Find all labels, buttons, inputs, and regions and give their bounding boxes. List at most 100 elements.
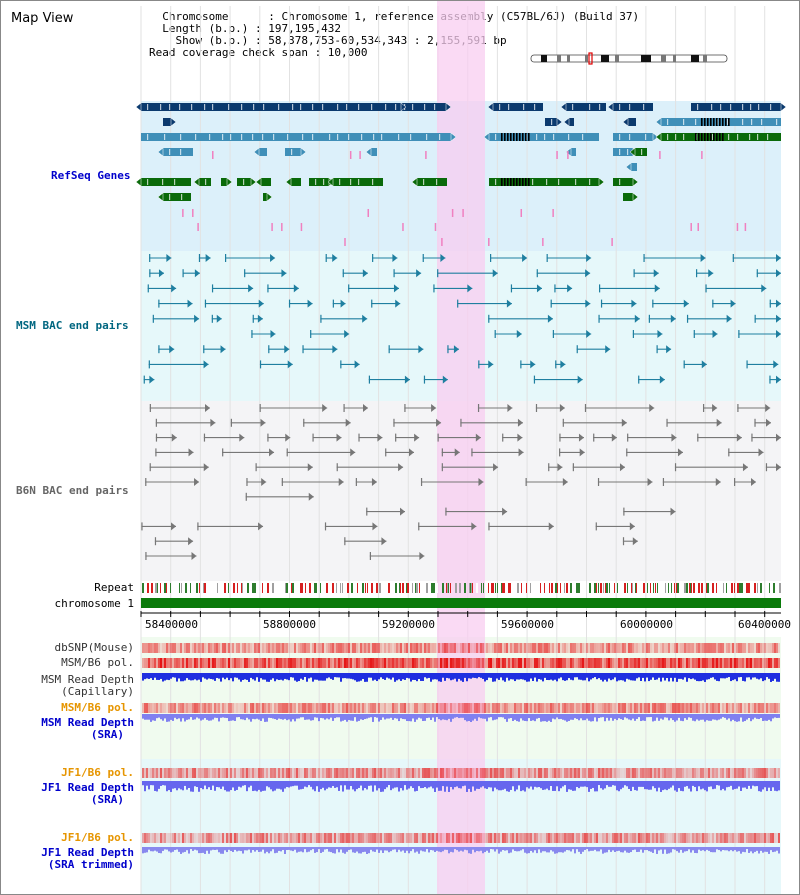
repeat-track[interactable]: [142, 583, 781, 593]
label-refseq-genes[interactable]: RefSeq Genes: [51, 169, 131, 182]
polymorphism-cell: [534, 703, 536, 713]
label-jf1-depth-sra[interactable]: JF1 Read Depth: [41, 781, 134, 794]
exon-gap: [323, 179, 325, 185]
polymorphism-cell: [242, 658, 244, 668]
selection-highlight[interactable]: [437, 1, 485, 894]
polymorphism-cell: [190, 658, 192, 668]
depth-bar: [212, 781, 214, 786]
polymorphism-cell: [294, 703, 296, 713]
bac-end: [245, 492, 247, 501]
polymorphism-cell: [458, 703, 460, 713]
polymorphism-cell: [342, 643, 344, 653]
exon-gap: [373, 134, 375, 140]
depth-bar: [704, 847, 706, 852]
depth-bar: [584, 714, 586, 721]
label-msm-bac[interactable]: MSM BAC end pairs: [16, 319, 129, 332]
polymorphism-cell: [508, 768, 510, 778]
depth-bar: [320, 847, 322, 853]
repeat-element: [412, 583, 413, 593]
repeat-element: [174, 583, 175, 593]
depth-bar: [708, 781, 710, 787]
polymorphism-cell: [250, 768, 252, 778]
label-dbsnp[interactable]: dbSNP(Mouse): [54, 641, 134, 654]
msm-bac-glyphs[interactable]: [143, 254, 781, 384]
polymorphism-cell: [312, 658, 314, 668]
label-repeat[interactable]: Repeat: [94, 581, 134, 594]
polymorphism-cell: [730, 833, 732, 843]
bac-end-arrow: [354, 360, 360, 369]
polymorphism-cell: [488, 643, 490, 653]
repeat-element: [726, 583, 727, 593]
chromosome-bar[interactable]: [141, 598, 781, 608]
label-msm-depth-sra[interactable]: MSM Read Depth: [41, 716, 134, 729]
refseq-gene-glyphs[interactable]: [135, 102, 787, 246]
polymorphism-cell: [160, 643, 162, 653]
depth-bar: [402, 673, 404, 680]
coverage-tracks[interactable]: [142, 643, 780, 854]
polymorphism-cell: [344, 833, 346, 843]
label-jf1-pol-2[interactable]: JF1/B6 pol.: [61, 831, 134, 844]
depth-bar: [384, 714, 386, 720]
polymorphism-cell: [474, 658, 476, 668]
exon-gap: [191, 104, 193, 110]
polymorphism-cell: [150, 643, 152, 653]
depth-bar: [148, 847, 150, 850]
polymorphism-cell: [450, 643, 452, 653]
polymorphism-cell: [440, 643, 442, 653]
polymorphism-cell: [400, 703, 402, 713]
polymorphism-cell: [218, 768, 220, 778]
polymorphism-cell: [382, 833, 384, 843]
depth-bar: [354, 781, 356, 792]
depth-bar: [322, 847, 324, 852]
label-b6n-bac[interactable]: B6N BAC end pairs: [16, 484, 129, 497]
depth-bar: [668, 673, 670, 682]
depth-bar: [742, 781, 744, 788]
polymorphism-cell: [622, 703, 624, 713]
depth-bar: [330, 673, 332, 679]
depth-bar: [310, 847, 312, 851]
exon-block: [725, 118, 727, 126]
bac-end-arrow: [517, 418, 523, 427]
depth-bar: [776, 781, 778, 792]
polymorphism-cell: [208, 833, 210, 843]
depth-bar: [568, 847, 570, 851]
chromosome-ideogram[interactable]: [530, 52, 728, 65]
label-jf1-pol-1[interactable]: JF1/B6 pol.: [61, 766, 134, 779]
label-msm-pol-2[interactable]: MSM/B6 pol.: [61, 701, 134, 714]
depth-bar: [554, 781, 556, 791]
depth-bar: [726, 847, 728, 851]
repeat-element: [199, 583, 200, 593]
depth-bar: [628, 673, 630, 680]
depth-bar: [186, 673, 188, 679]
repeat-element: [155, 583, 157, 593]
repeat-element: [779, 583, 781, 593]
polymorphism-cell: [278, 643, 280, 653]
depth-bar: [374, 673, 376, 680]
label-jf1-depth-trimmed[interactable]: JF1 Read Depth: [41, 846, 134, 859]
polymorphism-cell: [274, 643, 276, 653]
polymorphism-cell: [612, 768, 614, 778]
depth-bar: [578, 847, 580, 852]
label-msm-pol-1[interactable]: MSM/B6 pol.: [61, 656, 134, 669]
bac-end-arrow: [467, 284, 473, 293]
depth-bar: [734, 714, 736, 722]
exon-gap: [426, 134, 428, 140]
polymorphism-cell: [574, 703, 576, 713]
exon-gap: [629, 134, 631, 140]
depth-bar: [286, 847, 288, 850]
depth-bar: [752, 714, 754, 720]
polymorphism-cell: [700, 833, 702, 843]
polymorphism-cell: [142, 658, 144, 668]
bac-end-arrow: [203, 463, 209, 472]
depth-bar: [720, 847, 722, 852]
b6n-bac-glyphs[interactable]: [141, 404, 781, 560]
label-msm-depth-capillary[interactable]: MSM Read Depth: [41, 673, 134, 686]
polymorphism-cell: [350, 643, 352, 653]
depth-bar: [168, 847, 170, 852]
polymorphism-cell: [162, 643, 164, 653]
depth-bar: [406, 673, 408, 678]
depth-bar: [684, 673, 686, 678]
polymorphism-cell: [174, 833, 176, 843]
polymorphism-cell: [344, 658, 346, 668]
